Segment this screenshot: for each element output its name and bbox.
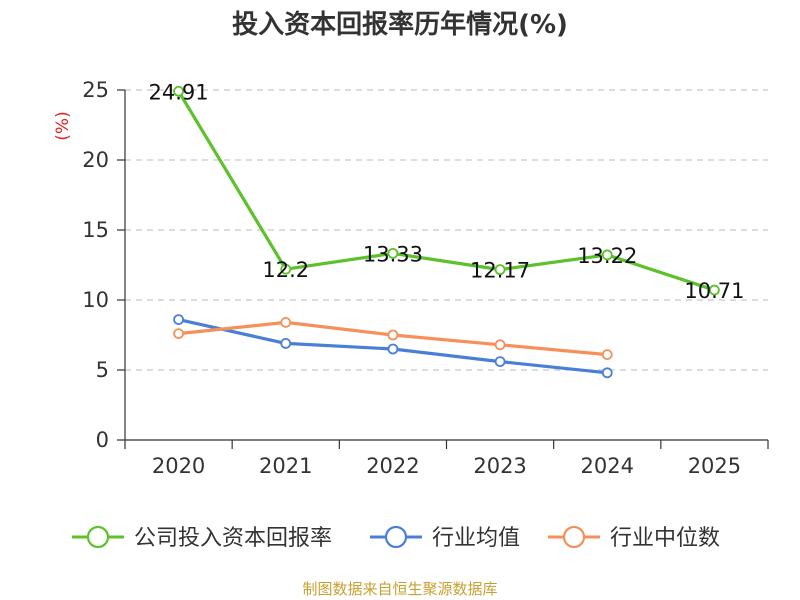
grid-lines [125, 89, 768, 371]
data-point [280, 263, 292, 275]
data-point [601, 367, 613, 379]
data-point [280, 337, 292, 349]
data-label: 24.91 [149, 80, 209, 104]
legend-item[interactable]: 行业均值 [370, 525, 520, 551]
x-tick-label: 2022 [366, 454, 419, 478]
source-note: 制图数据来自恒生聚源数据库 [302, 580, 498, 598]
data-point [173, 85, 184, 97]
legend-label: 行业中位数 [610, 526, 720, 551]
data-label: 12.17 [470, 259, 530, 283]
legend-label: 公司投入资本回报率 [134, 526, 332, 551]
legend-item[interactable]: 行业中位数 [548, 525, 720, 551]
legend-marker [384, 525, 408, 549]
data-point [280, 316, 292, 328]
y-tick-label: 0 [96, 428, 109, 452]
y-tick-label: 20 [82, 148, 109, 172]
data-point [494, 339, 506, 351]
data-point [601, 249, 613, 261]
data-point [709, 284, 720, 296]
legend-marker [86, 525, 110, 549]
data-point [494, 264, 506, 276]
data-label: 13.22 [577, 244, 637, 268]
chart-title: 投入资本回报率历年情况(%) [232, 10, 568, 40]
data-label: 12.2 [262, 258, 309, 282]
series-line-0 [177, 90, 715, 292]
y-tick-label: 15 [82, 218, 109, 242]
data-labels: 24.91 12.2 13.33 12.17 13.22 10.71 [149, 80, 745, 303]
data-point [387, 329, 399, 341]
legend-label: 行业均值 [432, 526, 520, 551]
y-tick-label: 5 [96, 358, 109, 382]
series-lines [173, 85, 720, 379]
data-label: 10.71 [684, 279, 744, 303]
legend-marker [562, 525, 586, 549]
x-tick-label: 2024 [581, 454, 634, 478]
y-tick-label: 25 [82, 78, 109, 102]
data-point [494, 356, 506, 368]
x-tick-label: 2021 [259, 454, 312, 478]
x-tick-label: 2023 [473, 454, 526, 478]
data-point [173, 314, 184, 326]
y-tick-label: 10 [82, 288, 109, 312]
legend-item[interactable]: 公司投入资本回报率 [72, 525, 332, 551]
data-point [387, 343, 399, 355]
x-tick-label: 2025 [688, 454, 741, 478]
data-point [601, 349, 613, 361]
y-axis-unit-label: (%) [53, 111, 73, 140]
x-tick-label: 2020 [152, 454, 205, 478]
legend: 公司投入资本回报率 行业均值 行业中位数 [72, 525, 720, 551]
data-point [387, 247, 399, 259]
data-label: 13.33 [363, 242, 423, 266]
data-point [173, 328, 184, 340]
